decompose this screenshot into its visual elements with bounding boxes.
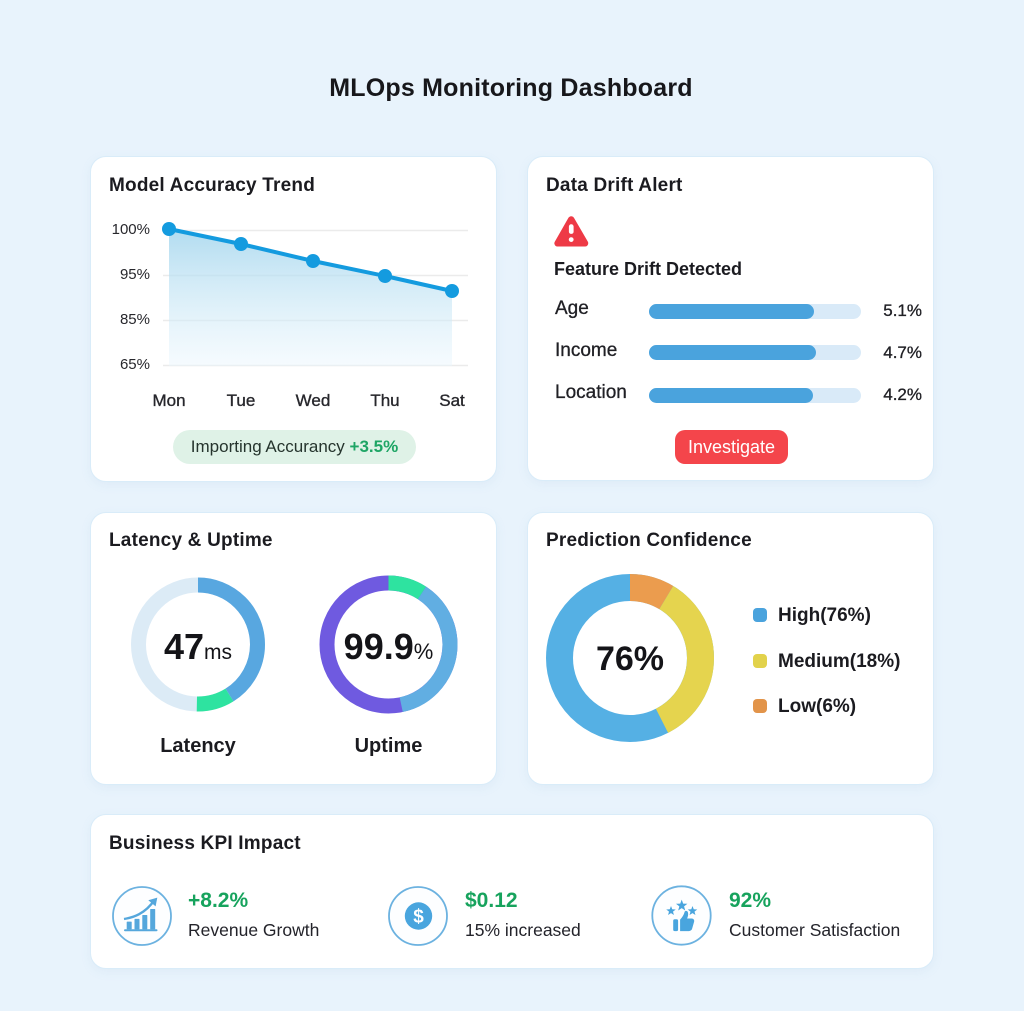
svg-text:$: $ — [413, 907, 424, 928]
